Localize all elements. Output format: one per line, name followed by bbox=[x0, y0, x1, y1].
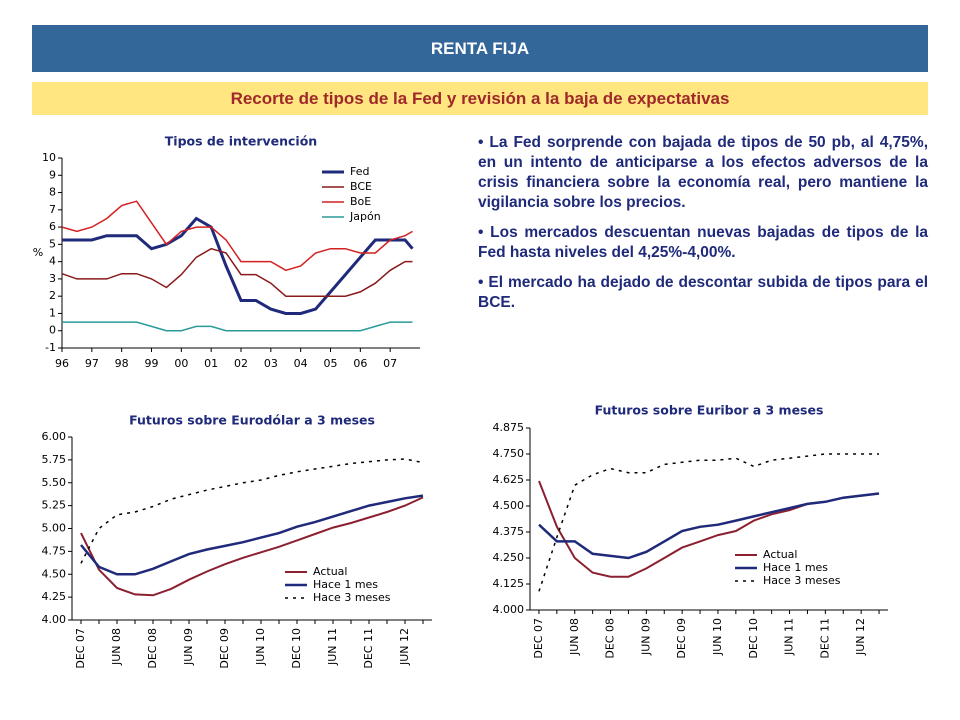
bullet-list: La Fed sorprende con bajada de tipos de … bbox=[478, 133, 928, 323]
bullet: El mercado ha dejado de descontar subida… bbox=[478, 273, 928, 313]
y-tick-label: 4.75 bbox=[42, 544, 67, 557]
y-tick-label: 4.750 bbox=[493, 447, 525, 460]
y-tick-label: 6 bbox=[49, 220, 56, 233]
x-tick-label: DEC 07 bbox=[532, 618, 545, 659]
x-tick-label: JUN 10 bbox=[711, 618, 724, 656]
x-tick-label: 06 bbox=[353, 357, 367, 370]
x-tick-label: DEC 08 bbox=[146, 628, 159, 669]
y-tick-label: 4.250 bbox=[493, 551, 525, 564]
legend-label: Hace 3 meses bbox=[313, 591, 391, 604]
y-tick-label: 4 bbox=[49, 255, 56, 268]
x-tick-label: JUN 11 bbox=[326, 628, 339, 666]
x-tick-label: JUN 12 bbox=[398, 628, 411, 666]
x-tick-label: 99 bbox=[145, 357, 159, 370]
y-tick-label: 4.000 bbox=[493, 603, 525, 616]
bullet: La Fed sorprende con bajada de tipos de … bbox=[478, 133, 928, 213]
y-tick-label: 7 bbox=[49, 203, 56, 216]
legend-label: Actual bbox=[763, 548, 797, 561]
y-tick-label: 5.25 bbox=[42, 499, 67, 512]
x-tick-label: 97 bbox=[85, 357, 99, 370]
chart-title: Tipos de intervención bbox=[165, 134, 317, 149]
series-line bbox=[61, 200, 413, 272]
series-line bbox=[62, 216, 414, 315]
y-tick-label: 4.50 bbox=[42, 567, 67, 580]
subtitle: Recorte de tipos de la Fed y revisión a … bbox=[230, 88, 730, 108]
y-tick-label: 5.75 bbox=[42, 453, 67, 466]
x-tick-label: JUN 11 bbox=[783, 618, 796, 656]
x-tick-label: JUN 12 bbox=[854, 618, 867, 656]
chart-title: Futuros sobre Euribor a 3 meses bbox=[595, 403, 824, 418]
legend-label: BoE bbox=[350, 195, 371, 208]
legend-label: BCE bbox=[350, 180, 372, 193]
x-tick-label: 05 bbox=[324, 357, 338, 370]
y-tick-label: 4.00 bbox=[42, 613, 67, 626]
series-line bbox=[80, 496, 424, 597]
x-tick-label: DEC 09 bbox=[675, 618, 688, 659]
header-title: RENTA FIJA bbox=[430, 38, 530, 58]
y-tick-label: 3 bbox=[49, 272, 56, 285]
x-tick-label: 01 bbox=[204, 357, 218, 370]
y-tick-label: 4.625 bbox=[493, 473, 525, 486]
bullet: Los mercados descuentan nuevas bajadas d… bbox=[478, 223, 928, 263]
series-line bbox=[62, 321, 413, 332]
y-tick-label: 4.875 bbox=[493, 421, 525, 434]
y-tick-label: 4.375 bbox=[493, 525, 525, 538]
y-tick-label: 5.50 bbox=[42, 476, 67, 489]
x-tick-label: 04 bbox=[294, 357, 308, 370]
y-tick-label: 2 bbox=[49, 289, 56, 302]
y-tick-label: 9 bbox=[49, 168, 56, 181]
y-tick-label: 1 bbox=[49, 306, 56, 319]
x-tick-label: 98 bbox=[115, 357, 129, 370]
chart-title: Futuros sobre Eurodólar a 3 meses bbox=[129, 413, 375, 428]
x-tick-label: JUN 09 bbox=[639, 618, 652, 656]
x-tick-label: DEC 10 bbox=[290, 628, 303, 669]
header-bar: RENTA FIJA bbox=[32, 25, 928, 72]
y-axis-label: % bbox=[33, 246, 43, 259]
y-tick-label: 0 bbox=[49, 324, 56, 337]
series-line bbox=[538, 453, 879, 592]
x-tick-label: JUN 08 bbox=[110, 628, 123, 666]
y-tick-label: 6.00 bbox=[42, 430, 67, 443]
x-tick-label: DEC 08 bbox=[604, 618, 617, 659]
y-tick-label: 10 bbox=[42, 151, 56, 164]
y-tick-label: 5 bbox=[49, 237, 56, 250]
series-line bbox=[80, 494, 424, 576]
y-tick-label: 4.25 bbox=[42, 590, 67, 603]
legend-label: Actual bbox=[313, 565, 347, 578]
legend-label: Hace 1 mes bbox=[313, 578, 378, 591]
legend-label: Hace 1 mes bbox=[763, 561, 828, 574]
y-tick-label: -1 bbox=[45, 341, 56, 354]
series-line bbox=[80, 458, 424, 564]
x-tick-label: JUN 10 bbox=[254, 628, 267, 666]
legend-label: Fed bbox=[350, 165, 369, 178]
x-tick-label: JUN 08 bbox=[568, 618, 581, 656]
x-tick-label: 00 bbox=[174, 357, 188, 370]
x-tick-label: JUN 09 bbox=[182, 628, 195, 666]
x-tick-label: DEC 11 bbox=[818, 618, 831, 659]
subtitle-bar: Recorte de tipos de la Fed y revisión a … bbox=[32, 82, 928, 115]
legend-label: Hace 3 meses bbox=[763, 574, 841, 587]
legend-label: Japón bbox=[349, 210, 381, 223]
x-tick-label: 96 bbox=[55, 357, 69, 370]
x-tick-label: 03 bbox=[264, 357, 278, 370]
y-tick-label: 8 bbox=[49, 186, 56, 199]
x-tick-label: 02 bbox=[234, 357, 248, 370]
y-tick-label: 4.500 bbox=[493, 499, 525, 512]
series-line bbox=[538, 492, 880, 560]
x-tick-label: 07 bbox=[383, 357, 397, 370]
x-tick-label: DEC 07 bbox=[74, 628, 87, 669]
y-tick-label: 4.125 bbox=[493, 577, 525, 590]
x-tick-label: DEC 10 bbox=[747, 618, 760, 659]
y-tick-label: 5.00 bbox=[42, 522, 67, 535]
x-tick-label: DEC 09 bbox=[218, 628, 231, 669]
x-tick-label: DEC 11 bbox=[362, 628, 375, 669]
series-line bbox=[61, 247, 413, 297]
